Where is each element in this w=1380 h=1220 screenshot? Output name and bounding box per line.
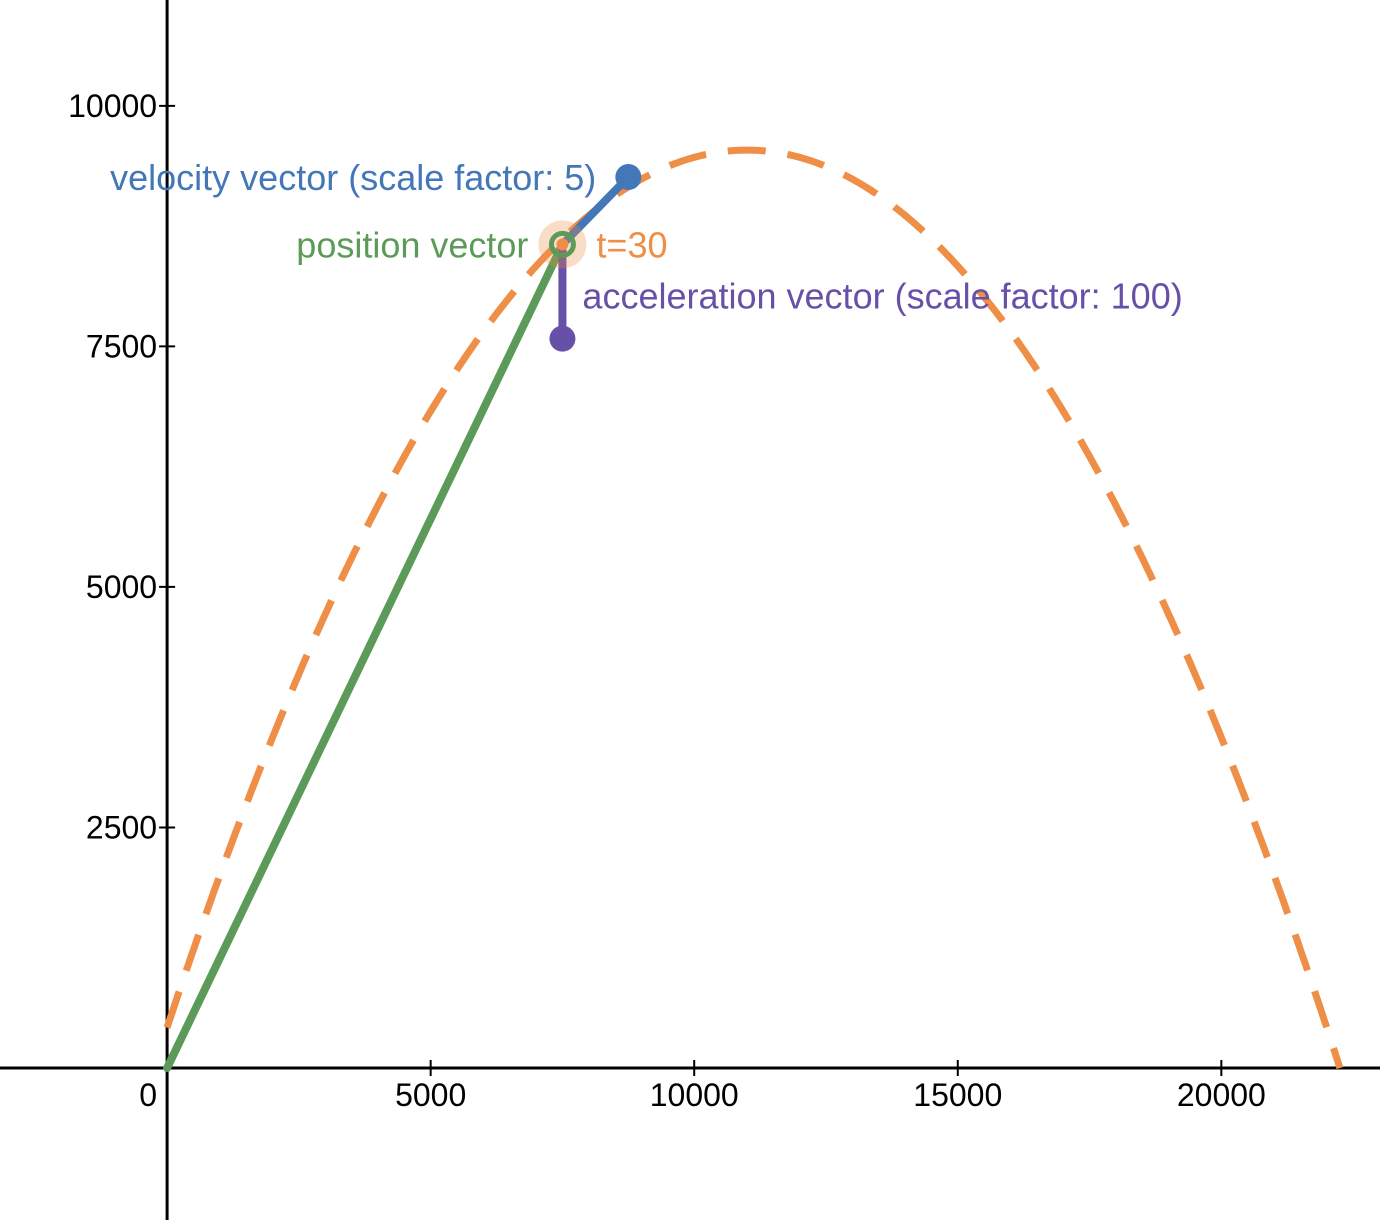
trajectory-curve xyxy=(163,146,1344,1070)
y-tick-label: 10000 xyxy=(68,88,157,124)
y-tick-label: 2500 xyxy=(86,809,157,845)
vector-layer xyxy=(163,164,642,1072)
trajectory-layer xyxy=(163,146,1344,1070)
x-tick-label: 5000 xyxy=(395,1077,466,1113)
x-tick-label: 15000 xyxy=(913,1077,1002,1113)
position-vector-line xyxy=(163,240,567,1072)
current-point xyxy=(556,238,569,251)
position-vector-tip xyxy=(548,230,576,258)
position-vector-label: position vector xyxy=(296,224,528,265)
velocity-vector-label: velocity vector (scale factor: 5) xyxy=(110,157,596,198)
x-tick-label: 10000 xyxy=(650,1077,739,1113)
acceleration-vector-label: acceleration vector (scale factor: 100) xyxy=(582,275,1182,316)
y-tick-label: 5000 xyxy=(86,569,157,605)
time-label: t=30 xyxy=(596,224,667,265)
label-layer: velocity vector (scale factor: 5) positi… xyxy=(110,157,1183,316)
velocity-vector-line xyxy=(558,173,633,249)
x-tick-label: 20000 xyxy=(1177,1077,1266,1113)
acceleration-vector-tip xyxy=(549,325,576,352)
x-tick-label: 0 xyxy=(139,1077,157,1113)
velocity-vector-tip xyxy=(615,164,642,191)
y-tick-label: 7500 xyxy=(86,328,157,364)
